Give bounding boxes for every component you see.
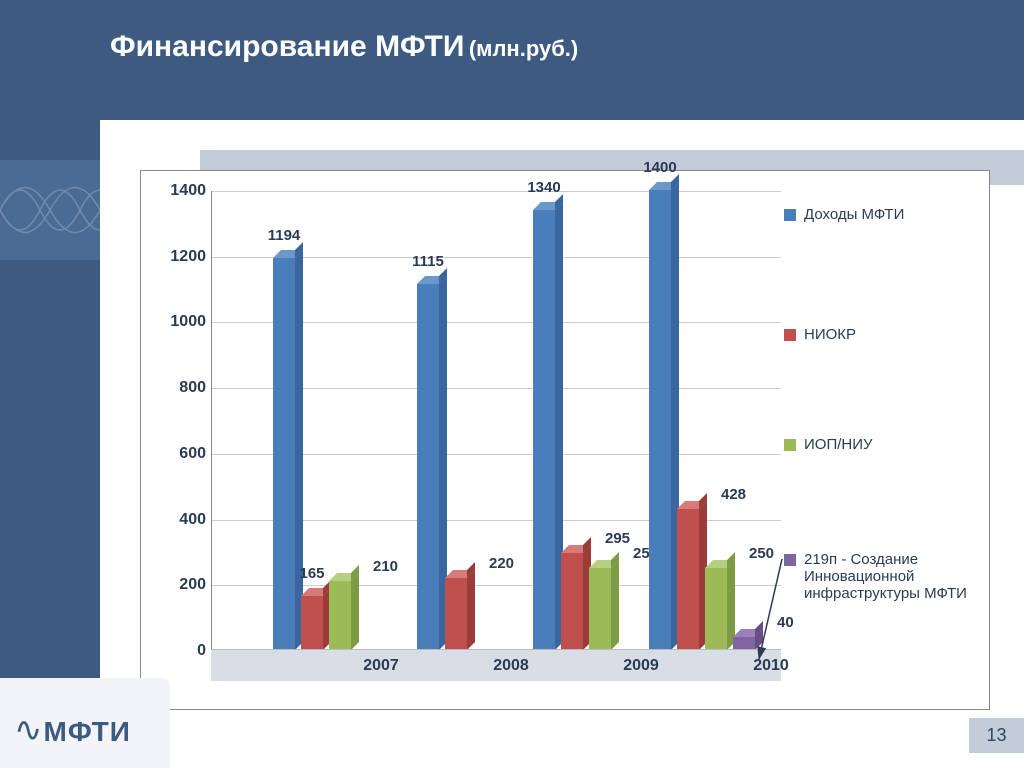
bar [329,581,351,650]
logo-text: МФТИ [44,716,131,747]
legend-swatch [784,439,796,451]
value-label: 295 [605,530,630,547]
value-label: 1115 [412,253,444,270]
ytick-label: 0 [161,642,206,660]
slide-title: Финансирование МФТИ (млн.руб.) [110,30,578,64]
ytick-label: 1000 [161,313,206,331]
value-label: 1400 [643,159,676,176]
legend-item: НИОКР [784,326,974,343]
legend-swatch [784,329,796,341]
category-slot: 140042825040 [637,190,767,650]
chart-plot: 119416521011152201340295250140042825040 [211,191,781,651]
bar [705,568,727,650]
value-label: 1340 [527,179,560,196]
content-panel: 119416521011152201340295250140042825040 … [100,120,1024,768]
legend-label: НИОКР [804,326,856,343]
bar [533,210,555,650]
chart-floor: 2007200820092010 [211,649,781,681]
value-label: 428 [721,486,746,503]
chart-frame: 119416521011152201340295250140042825040 … [140,170,990,710]
legend-label: 219п - Создание Инновационной инфраструк… [804,551,974,602]
ytick-label: 200 [161,576,206,594]
bar [301,596,323,650]
category-slot: 1194165210 [247,190,377,650]
ytick-label: 1400 [161,182,206,200]
title-main: Финансирование МФТИ [110,30,464,63]
legend-item: 219п - Создание Инновационной инфраструк… [784,551,974,602]
xtick-label: 2009 [576,657,706,675]
category-slot: 1340295250 [507,190,637,650]
value-label: 1194 [268,227,301,244]
legend-item: ИОП/НИУ [784,436,974,453]
bar [273,258,295,650]
ytick-label: 400 [161,511,206,529]
page-number: 13 [969,718,1024,753]
title-sub: (млн.руб.) [469,36,578,61]
ytick-label: 800 [161,379,206,397]
logo-wave-icon: ∿ [14,711,44,749]
legend-swatch [784,209,796,221]
category-slot: 1115220 [377,190,507,650]
bar [677,509,699,650]
legend-label: ИОП/НИУ [804,436,873,453]
logo: ∿МФТИ [14,710,131,750]
legend-item: Доходы МФТИ [784,206,974,223]
bar [589,568,611,650]
bar [649,190,671,650]
bar [561,553,583,650]
xtick-label: 2008 [446,657,576,675]
bar [445,578,467,650]
chart-legend: Доходы МФТИ НИОКР ИОП/НИУ 219п - Создание И… [784,196,974,686]
value-label: 165 [299,565,324,582]
bar [417,284,439,650]
ytick-label: 600 [161,445,206,463]
legend-swatch [784,554,796,566]
xtick-label: 2007 [316,657,446,675]
ytick-label: 1200 [161,248,206,266]
value-label: 250 [749,545,774,562]
legend-label: Доходы МФТИ [804,206,904,223]
